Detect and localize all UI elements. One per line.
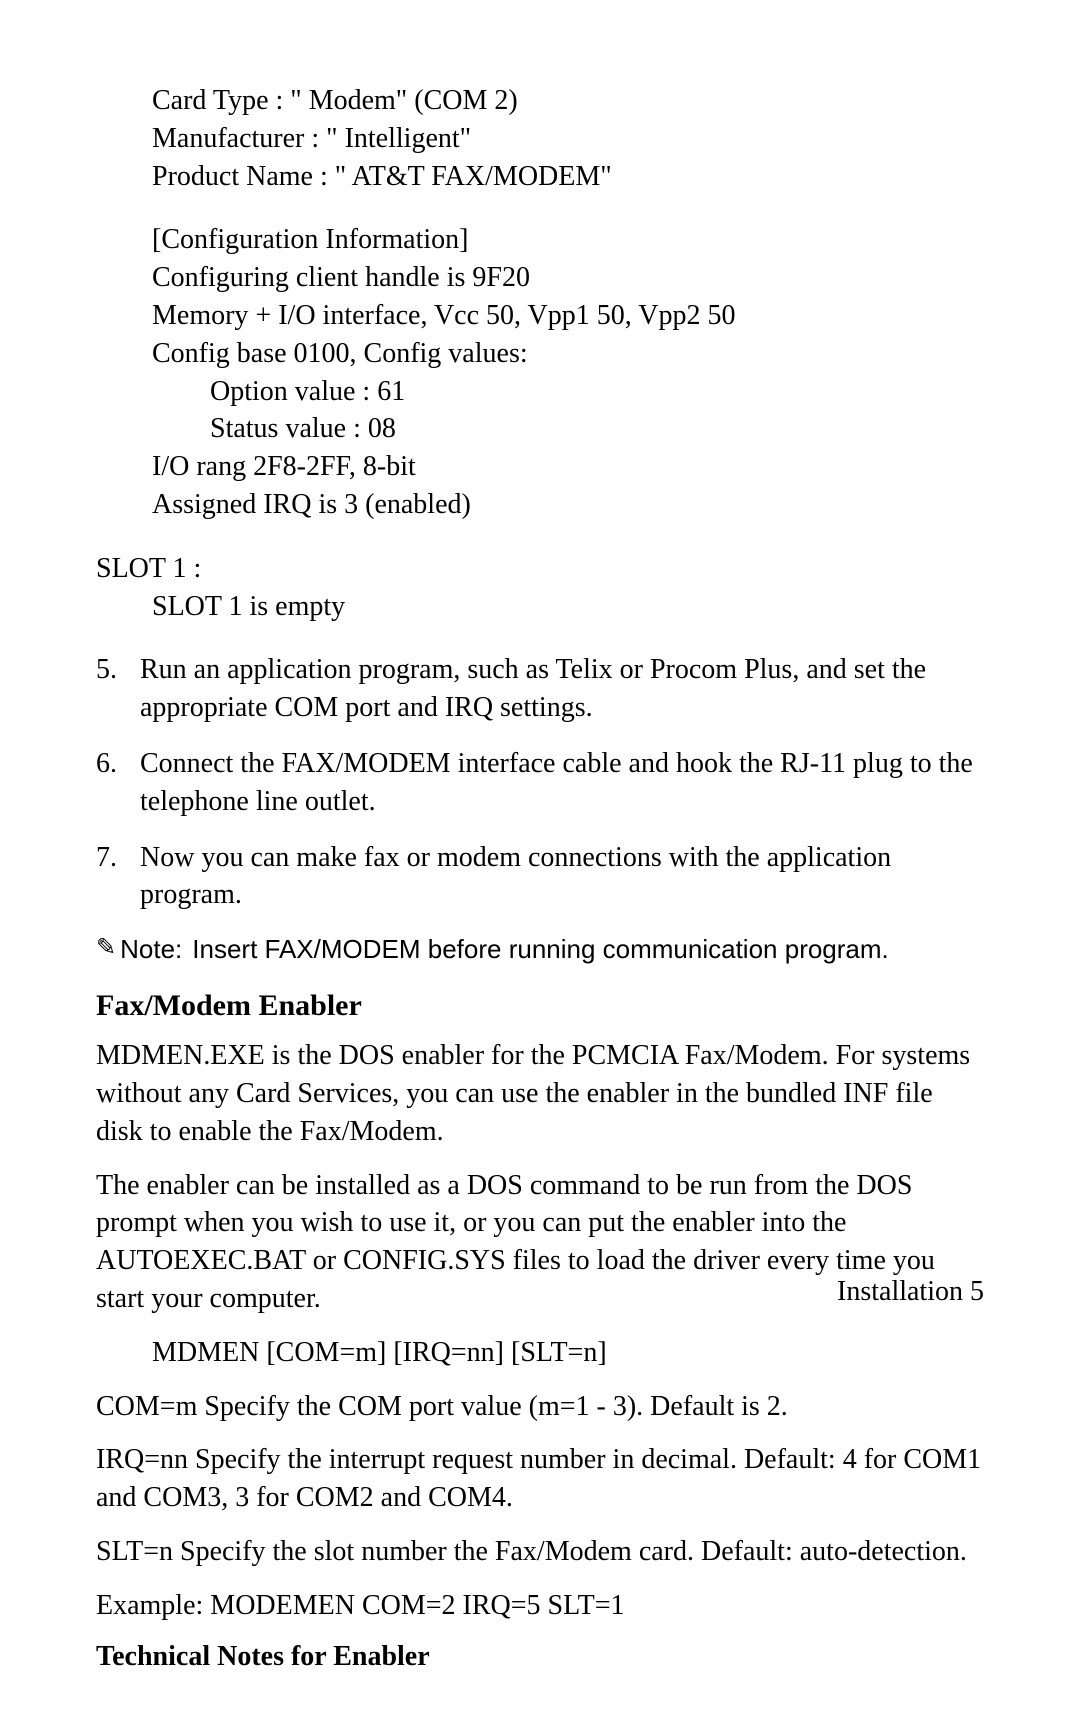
irq-param-line: IRQ=nn Specify the interrupt request num…	[96, 1441, 984, 1517]
card-type-line: Card Type : " Modem" (COM 2)	[152, 82, 984, 120]
numbered-steps: 5. Run an application program, such as T…	[96, 651, 984, 914]
io-rang-line: I/O rang 2F8-2FF, 8-bit	[152, 448, 984, 486]
slt-param-line: SLT=n Specify the slot number the Fax/Mo…	[96, 1533, 984, 1571]
status-value-line: Status value : 08	[210, 410, 984, 448]
note-icon: ✎	[96, 932, 116, 964]
slot1-empty-line: SLOT 1 is empty	[152, 588, 984, 626]
example-line: Example: MODEMEN COM=2 IRQ=5 SLT=1	[96, 1587, 984, 1625]
step-text: Connect the FAX/MODEM interface cable an…	[140, 745, 984, 821]
enabler-heading: Fax/Modem Enabler	[96, 989, 984, 1023]
slot1-header: SLOT 1 :	[96, 550, 984, 588]
slot1-block: SLOT 1 : SLOT 1 is empty	[96, 550, 984, 626]
step-7: 7. Now you can make fax or modem connect…	[96, 839, 984, 915]
option-value-line: Option value : 61	[210, 373, 984, 411]
step-text: Run an application program, such as Teli…	[140, 651, 984, 727]
enabler-syntax-line: MDMEN [COM=m] [IRQ=nn] [SLT=n]	[152, 1334, 984, 1372]
enabler-para-1: MDMEN.EXE is the DOS enabler for the PCM…	[96, 1037, 984, 1150]
assigned-irq-line: Assigned IRQ is 3 (enabled)	[152, 486, 984, 524]
step-5: 5. Run an application program, such as T…	[96, 651, 984, 727]
product-name-line: Product Name : " AT&T FAX/MODEM"	[152, 158, 984, 196]
step-6: 6. Connect the FAX/MODEM interface cable…	[96, 745, 984, 821]
note-block: ✎ Note: Insert FAX/MODEM before running …	[96, 932, 984, 967]
note-label: Note:	[120, 932, 182, 967]
step-text: Now you can make fax or modem connection…	[140, 839, 984, 915]
note-text: Insert FAX/MODEM before running communic…	[192, 932, 889, 967]
config-base-line: Config base 0100, Config values:	[152, 335, 984, 373]
mem-io-line: Memory + I/O interface, Vcc 50, Vpp1 50,…	[152, 297, 984, 335]
page-footer: Installation 5	[837, 1276, 984, 1308]
client-handle-line: Configuring client handle is 9F20	[152, 259, 984, 297]
step-number: 6.	[96, 745, 140, 821]
step-number: 7.	[96, 839, 140, 915]
slot0-card-block: Card Type : " Modem" (COM 2) Manufacture…	[152, 82, 984, 195]
com-param-line: COM=m Specify the COM port value (m=1 - …	[96, 1388, 984, 1426]
page-content: Card Type : " Modem" (COM 2) Manufacture…	[0, 0, 1080, 1733]
manufacturer-line: Manufacturer : " Intelligent"	[152, 120, 984, 158]
slot0-config-block: [Configuration Information] Configuring …	[152, 221, 984, 523]
config-header: [Configuration Information]	[152, 221, 984, 259]
tech-notes-heading: Technical Notes for Enabler	[96, 1641, 984, 1673]
step-number: 5.	[96, 651, 140, 727]
